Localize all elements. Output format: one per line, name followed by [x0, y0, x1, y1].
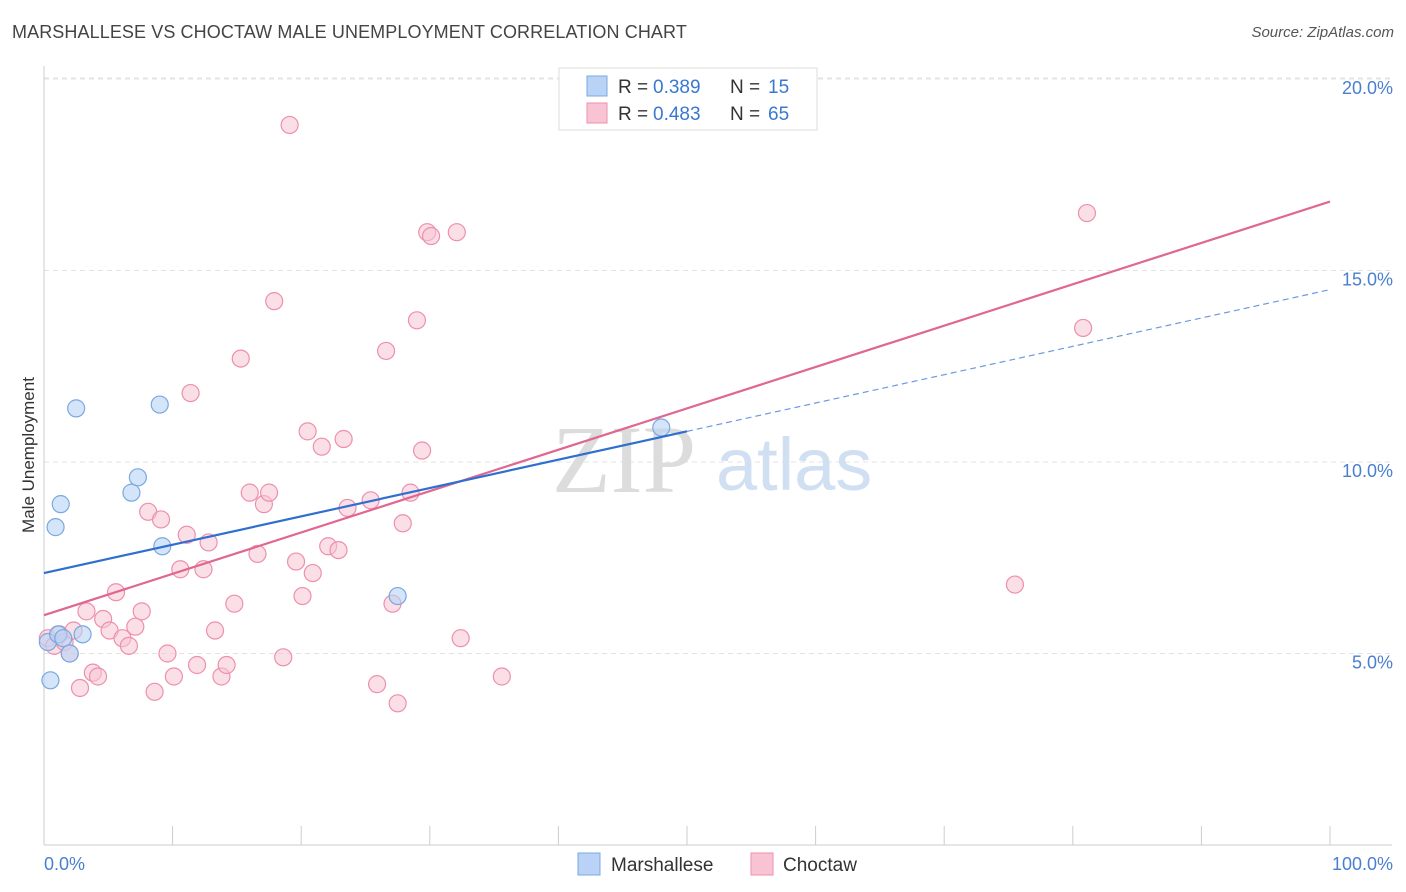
- choctaw-point-38: [274, 648, 293, 667]
- choctaw-point-16: [132, 602, 151, 621]
- marshallese-point-14: [652, 418, 671, 437]
- choctaw-point-44: [312, 437, 331, 456]
- choctaw-point-56: [407, 311, 427, 330]
- choctaw-point-53: [388, 694, 407, 713]
- choctaw-point-51: [376, 341, 396, 361]
- choctaw-point-57: [412, 441, 432, 460]
- x-tick-labels: 0.0% 100.0%: [44, 854, 1393, 874]
- trend-lines: [43, 200, 1331, 617]
- marshallese-point-2: [46, 518, 65, 537]
- choctaw-point-25: [187, 655, 207, 675]
- choctaw-point-15: [126, 617, 145, 636]
- marshallese-trend-line: [43, 430, 688, 575]
- bottom-legend-marshallese: Marshallese: [611, 855, 713, 876]
- choctaw-point-47: [334, 429, 353, 449]
- y-tick-label-0: 5.0%: [1352, 653, 1393, 673]
- marshallese-point-13: [388, 586, 407, 606]
- choctaw-point-64: [1073, 318, 1093, 338]
- choctaw-point-31: [225, 594, 244, 613]
- y-tick-label-1: 10.0%: [1342, 461, 1393, 481]
- marshallese-point-6: [60, 644, 79, 663]
- y-tick-label-2: 15.0%: [1342, 270, 1393, 290]
- marshallese-point-4: [51, 495, 70, 514]
- x-tick-label-0: 0.0%: [44, 854, 85, 874]
- marshallese-trend-extension: [686, 289, 1331, 432]
- marshallese-point-10: [128, 468, 147, 487]
- choctaw-point-6: [70, 678, 90, 698]
- y-tick-label-3: 20.0%: [1342, 78, 1393, 98]
- choctaw-point-65: [1077, 203, 1097, 223]
- bottom-legend-choctaw: Choctaw: [783, 855, 857, 876]
- y-axis-label: Male Unemployment: [19, 377, 38, 533]
- legend-r-label-1: R =: [618, 77, 648, 98]
- choctaw-point-32: [231, 349, 250, 368]
- choctaw-point-7: [77, 602, 96, 621]
- y-tick-labels: 5.0% 10.0% 15.0% 20.0%: [1342, 78, 1393, 673]
- legend-r-value-2: 0.483: [653, 104, 701, 125]
- marshallese-point-9: [122, 483, 141, 502]
- choctaw-point-14: [119, 636, 138, 655]
- bottom-legend-swatch-choctaw: [750, 852, 774, 876]
- choctaw-point-33: [240, 483, 259, 502]
- choctaw-point-9: [88, 667, 108, 686]
- choctaw-point-23: [177, 525, 196, 544]
- choctaw-point-37: [265, 292, 284, 311]
- chart-title: MARSHALLESE VS CHOCTAW MALE UNEMPLOYMENT…: [12, 22, 687, 42]
- choctaw-point-46: [329, 540, 348, 560]
- choctaw-point-62: [492, 667, 511, 686]
- legend-r-value-1: 0.389: [653, 77, 701, 98]
- choctaw-point-59: [421, 226, 441, 246]
- legend-n-label-1: N =: [730, 77, 760, 98]
- choctaw-point-39: [280, 115, 299, 135]
- choctaw-point-36: [259, 483, 279, 502]
- marshallese-point-5: [54, 629, 73, 648]
- choctaw-point-60: [447, 223, 466, 242]
- marshallese-point-1: [41, 671, 60, 690]
- x-tick-label-1: 100.0%: [1332, 854, 1393, 874]
- choctaw-point-61: [451, 629, 470, 648]
- choctaw-point-63: [1005, 575, 1025, 594]
- bottom-legend-swatch-marshallese: [577, 852, 601, 876]
- choctaw-point-50: [367, 675, 387, 694]
- choctaw-point-54: [393, 514, 412, 533]
- watermark: ZIP atlas: [552, 406, 872, 513]
- axes: [43, 66, 1392, 846]
- watermark-atlas: atlas: [716, 423, 872, 506]
- marshallese-points: [38, 395, 671, 690]
- choctaw-point-40: [286, 552, 306, 571]
- legend-n-value-2: 65: [768, 104, 789, 125]
- legend-n-label-2: N =: [730, 104, 760, 125]
- legend-r-label-2: R =: [618, 104, 648, 125]
- choctaw-point-19: [151, 510, 171, 529]
- legend-swatch-choctaw: [586, 102, 608, 124]
- correlation-legend: R = 0.389 N = 15 R = 0.483 N = 65: [558, 67, 818, 131]
- choctaw-point-18: [145, 682, 164, 701]
- choctaw-point-43: [303, 563, 322, 583]
- legend-n-value-1: 15: [768, 77, 789, 98]
- choctaw-point-41: [293, 586, 312, 606]
- marshallese-point-11: [150, 395, 169, 414]
- series-legend: Marshallese Choctaw: [577, 852, 857, 876]
- choctaw-point-21: [164, 667, 183, 686]
- choctaw-point-42: [298, 422, 317, 441]
- choctaw-point-24: [181, 383, 200, 403]
- choctaw-point-20: [158, 644, 177, 663]
- marshallese-point-7: [67, 399, 86, 418]
- marshallese-point-8: [73, 625, 92, 644]
- legend-swatch-marshallese: [586, 75, 608, 97]
- choctaw-trend-line: [43, 200, 1331, 617]
- choctaw-point-30: [217, 655, 236, 675]
- choctaw-point-28: [205, 621, 225, 640]
- source-label: Source: ZipAtlas.com: [1251, 24, 1394, 41]
- watermark-zip: ZIP: [552, 406, 696, 513]
